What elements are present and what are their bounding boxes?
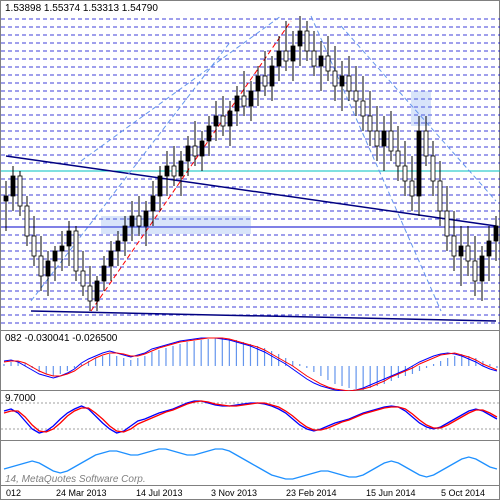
x-axis-label: 15 Jun 2014: [366, 488, 416, 498]
main-price-panel[interactable]: [1, 1, 499, 331]
x-axis-label: 3 Nov 2013: [211, 488, 257, 498]
chart-container: 1.53898 1.55374 1.53313 1.54790 082 -0.0…: [0, 0, 500, 500]
macd-indicator-panel[interactable]: 082 -0.030041 -0.026500: [1, 331, 499, 391]
x-axis-label: 23 Feb 2014: [286, 488, 337, 498]
macd-label: 082 -0.030041 -0.026500: [5, 333, 117, 344]
copyright-footer: 14, MetaQuotes Software Corp.: [5, 474, 146, 485]
time-axis: 012 24 Mar 2013 14 Jul 2013 3 Nov 2013 23 Fe…: [1, 485, 499, 499]
stochastic-indicator-panel[interactable]: 9.7000: [1, 391, 499, 441]
main-chart-svg: [1, 1, 500, 331]
price-header: 1.53898 1.55374 1.53313 1.54790: [5, 3, 158, 14]
x-axis-label: 14 Jul 2013: [136, 488, 183, 498]
x-axis-label: 012: [6, 488, 21, 498]
x-axis-label: 24 Mar 2013: [56, 488, 107, 498]
stoch-label: 9.7000: [5, 393, 36, 404]
x-axis-label: 5 Oct 2014: [441, 488, 485, 498]
